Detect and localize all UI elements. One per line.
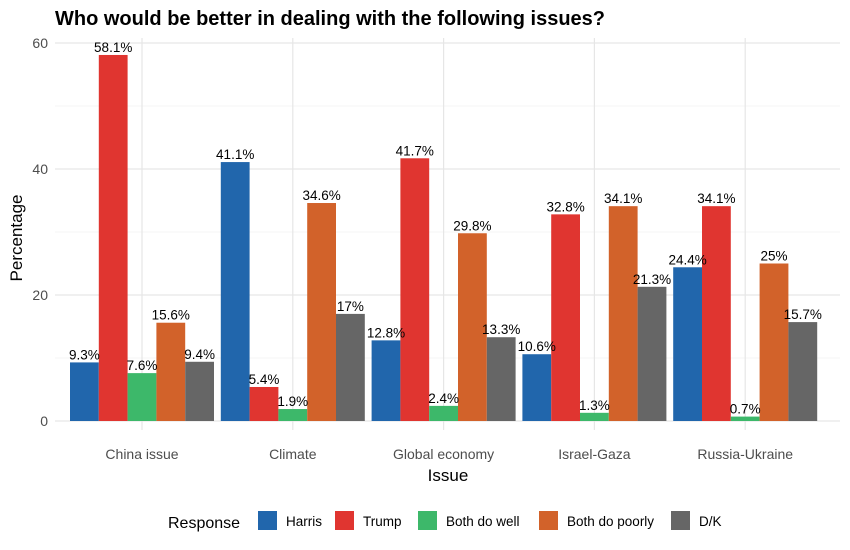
chart-title: Who would be better in dealing with the … [55, 8, 605, 30]
data-label: 9.4% [184, 347, 215, 362]
data-label: 25% [760, 249, 787, 264]
data-label: 2.4% [428, 391, 459, 406]
legend: Response Harris Trump Both do well Both do … [168, 511, 722, 532]
legend-key [671, 511, 690, 530]
bar [608, 206, 638, 421]
data-label: 12.8% [367, 325, 405, 340]
data-label: 5.4% [249, 372, 280, 387]
legend-label: Both do poorly [567, 514, 654, 529]
bar [185, 361, 214, 421]
data-label: 0.7% [730, 402, 761, 417]
bar [70, 362, 99, 421]
bar [127, 373, 157, 421]
x-tick-label: Israel-Gaza [558, 446, 631, 462]
legend-key [258, 511, 277, 530]
bar [371, 340, 401, 421]
bar [788, 322, 818, 421]
bar [673, 267, 702, 421]
legend-label: Both do well [446, 514, 520, 529]
data-label: 13.3% [482, 322, 520, 337]
data-label: 34.6% [302, 188, 340, 203]
x-axis-title: Issue [428, 466, 469, 485]
x-tick-label: Climate [269, 446, 317, 462]
data-label: 15.7% [784, 307, 822, 322]
bar [522, 354, 552, 421]
legend-key [418, 511, 437, 530]
bar [702, 206, 731, 421]
bar [400, 158, 430, 422]
bar [307, 203, 336, 421]
bar [730, 416, 760, 421]
data-label: 29.8% [453, 218, 491, 233]
data-label: 1.9% [277, 394, 308, 409]
bars [70, 54, 818, 422]
data-label: 7.6% [127, 358, 158, 373]
data-label: 10.6% [518, 339, 556, 354]
y-tick-label: 40 [32, 161, 48, 177]
data-label: 32.8% [546, 199, 584, 214]
legend-label: D/K [699, 514, 722, 529]
data-label: 24.4% [668, 252, 706, 267]
data-label: 58.1% [94, 40, 132, 55]
bar [249, 386, 279, 421]
bar [580, 412, 609, 421]
data-label: 41.7% [396, 143, 434, 158]
legend-key [335, 511, 354, 530]
data-label: 34.1% [604, 191, 642, 206]
x-tick-labels: China issue Climate Global economy Israel-G… [105, 446, 793, 462]
data-label: 9.3% [69, 347, 100, 362]
data-label: 21.3% [633, 272, 671, 287]
bar [458, 233, 487, 421]
y-tick-labels: 0 20 40 60 [32, 35, 48, 429]
bar [98, 54, 128, 421]
bar [336, 313, 365, 421]
y-tick-label: 0 [40, 413, 48, 429]
bar [429, 405, 458, 421]
legend-label: Harris [286, 514, 322, 529]
data-label: 15.6% [152, 308, 190, 323]
y-tick-label: 60 [32, 35, 48, 51]
data-label: 1.3% [579, 398, 610, 413]
data-label: 41.1% [216, 147, 254, 162]
bar [156, 322, 186, 421]
x-tick-label: Global economy [393, 446, 494, 462]
bar [637, 286, 667, 421]
bar [551, 214, 580, 421]
legend-title: Response [168, 515, 240, 532]
bar [278, 409, 308, 421]
y-axis-title: Percentage [7, 195, 26, 282]
y-tick-label: 20 [32, 287, 48, 303]
x-tick-label: Russia-Ukraine [697, 446, 793, 462]
data-labels: 9.3% 41.1% 12.8% 10.6% 24.4% 58.1% 5.4% 41.7% 32… [69, 40, 822, 417]
bar [486, 337, 516, 421]
legend-key [539, 511, 558, 530]
data-label: 17% [337, 299, 364, 314]
legend-label: Trump [363, 514, 402, 529]
bar [759, 263, 789, 421]
data-label: 34.1% [697, 191, 735, 206]
x-tick-label: China issue [105, 446, 178, 462]
bar [220, 162, 250, 421]
